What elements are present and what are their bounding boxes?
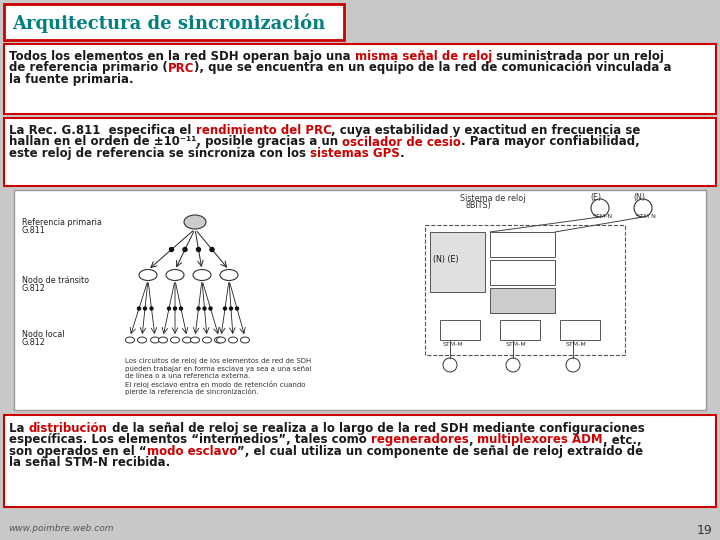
Bar [425, 225, 625, 355]
Bar [560, 320, 600, 340]
Circle shape [223, 307, 227, 310]
Ellipse shape [166, 269, 184, 280]
Text: STM-M: STM-M [506, 342, 527, 347]
Text: G.812: G.812 [22, 284, 46, 293]
Text: de la señal de reloj se realiza a lo largo de la red SDH mediante configuracione: de la señal de reloj se realiza a lo lar… [107, 422, 644, 435]
Text: multiplexores ADM: multiplexores ADM [477, 434, 603, 447]
Text: STM-M: STM-M [443, 342, 464, 347]
Circle shape [209, 307, 212, 310]
Text: la fuente primaria.: la fuente primaria. [9, 73, 134, 86]
Circle shape [235, 307, 238, 310]
Text: Referencia primaria: Referencia primaria [22, 218, 102, 227]
Text: modo esclavo: modo esclavo [147, 445, 237, 458]
Ellipse shape [228, 337, 238, 343]
Text: (N): (N) [633, 193, 645, 202]
Text: www.poimbre.web.com: www.poimbre.web.com [8, 524, 114, 533]
Text: La: La [9, 422, 29, 435]
Text: (E): (E) [590, 193, 601, 202]
Ellipse shape [202, 337, 212, 343]
Ellipse shape [215, 337, 223, 343]
Text: son operados en el “: son operados en el “ [9, 445, 147, 458]
Bar [440, 320, 480, 340]
Text: G.812: G.812 [22, 338, 46, 347]
Text: Arquitectura de sincronización: Arquitectura de sincronización [12, 14, 325, 33]
Text: (N) (E): (N) (E) [433, 255, 459, 264]
Text: ”, el cual utiliza un componente de señal de reloj extraído de: ”, el cual utiliza un componente de seña… [237, 445, 643, 458]
Ellipse shape [191, 337, 199, 343]
Ellipse shape [220, 269, 238, 280]
Circle shape [183, 247, 187, 252]
Bar [500, 320, 540, 340]
Text: .: . [400, 147, 405, 160]
Text: Nodo de tránsito: Nodo de tránsito [22, 276, 89, 285]
Bar [430, 232, 485, 292]
Circle shape [230, 307, 233, 310]
Bar [14, 190, 706, 410]
Text: El reloj esclavo entra en modo de retención cuando: El reloj esclavo entra en modo de retenc… [125, 381, 305, 388]
Text: regeneradores: regeneradores [371, 434, 469, 447]
Text: ,: , [469, 434, 477, 447]
Text: Nodo local: Nodo local [22, 330, 65, 339]
Text: hallan en el orden de ±10⁻¹¹, posible gracias a un: hallan en el orden de ±10⁻¹¹, posible gr… [9, 136, 342, 148]
Text: la señal STM-N recibida.: la señal STM-N recibida. [9, 456, 170, 469]
Text: Los circuitos de reloj de los elementos de red de SDH: Los circuitos de reloj de los elementos … [125, 358, 311, 364]
Text: PRC: PRC [168, 62, 194, 75]
Text: ), que se encuentra en un equipo de la red de comunicación vinculada a: ), que se encuentra en un equipo de la r… [194, 62, 672, 75]
Circle shape [169, 247, 174, 252]
Ellipse shape [138, 337, 146, 343]
Ellipse shape [184, 215, 206, 229]
Text: oscilador de cesio: oscilador de cesio [342, 136, 461, 148]
Text: STM-M: STM-M [566, 342, 587, 347]
Text: La Rec. G.811  especifica el: La Rec. G.811 especifica el [9, 124, 196, 137]
Text: pierde la referencia de sincronización.: pierde la referencia de sincronización. [125, 388, 258, 395]
Text: 19: 19 [696, 524, 712, 537]
Text: suministrada por un reloj: suministrada por un reloj [492, 50, 664, 63]
Text: 8BITS): 8BITS) [465, 201, 491, 210]
Bar [490, 232, 555, 257]
Text: este reloj de referencia se sincroniza con los: este reloj de referencia se sincroniza c… [9, 147, 310, 160]
Text: pueden trabajar en forma esclava ya sea a una señal: pueden trabajar en forma esclava ya sea … [125, 366, 311, 372]
Ellipse shape [193, 269, 211, 280]
Bar [4, 44, 716, 114]
Ellipse shape [217, 337, 225, 343]
Ellipse shape [171, 337, 179, 343]
Circle shape [210, 247, 214, 252]
Bar [4, 118, 716, 186]
Text: STM-N: STM-N [593, 214, 613, 219]
Text: específicas. Los elementos “intermedios”, tales como: específicas. Los elementos “intermedios”… [9, 434, 371, 447]
Circle shape [143, 307, 146, 310]
Circle shape [168, 307, 171, 310]
Text: sistemas GPS: sistemas GPS [310, 147, 400, 160]
Text: , cuya estabilidad y exactitud en frecuencia se: , cuya estabilidad y exactitud en frecue… [331, 124, 641, 137]
Circle shape [203, 307, 206, 310]
Ellipse shape [240, 337, 250, 343]
Text: Sistema de reloj: Sistema de reloj [460, 194, 526, 203]
Text: de línea o a una referencia externa.: de línea o a una referencia externa. [125, 373, 251, 379]
Text: distribución: distribución [29, 422, 107, 435]
Ellipse shape [182, 337, 192, 343]
Ellipse shape [125, 337, 135, 343]
Circle shape [150, 307, 153, 310]
Text: misma señal de reloj: misma señal de reloj [355, 50, 492, 63]
Text: , etc.,: , etc., [603, 434, 642, 447]
Text: STM N: STM N [636, 214, 656, 219]
Ellipse shape [139, 269, 157, 280]
Text: . Para mayor confiabilidad,: . Para mayor confiabilidad, [461, 136, 640, 148]
Bar [4, 4, 344, 40]
Text: de referencia primario (: de referencia primario ( [9, 62, 168, 75]
Text: rendimiento del PRC: rendimiento del PRC [196, 124, 331, 137]
Bar [490, 260, 555, 285]
Bar [4, 415, 716, 507]
Ellipse shape [150, 337, 160, 343]
Ellipse shape [158, 337, 168, 343]
Text: G.811: G.811 [22, 226, 46, 235]
Circle shape [179, 307, 182, 310]
Circle shape [197, 247, 200, 252]
Bar [490, 288, 555, 313]
Circle shape [197, 307, 200, 310]
Circle shape [138, 307, 140, 310]
Circle shape [174, 307, 176, 310]
Text: Todos los elementos en la red SDH operan bajo una: Todos los elementos en la red SDH operan… [9, 50, 355, 63]
